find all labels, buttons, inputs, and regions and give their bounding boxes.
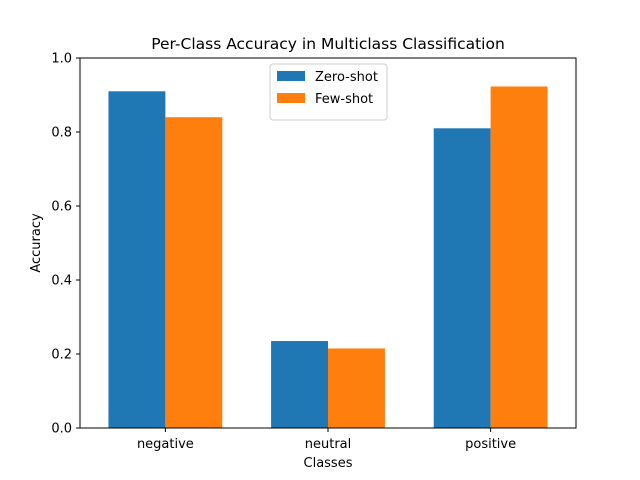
y-tick-label: 0.6 <box>51 200 72 215</box>
legend-swatch <box>277 93 305 103</box>
legend: Zero-shot Few-shot <box>269 63 388 121</box>
y-axis-label: Accuracy <box>29 213 44 273</box>
x-tick-label: negative <box>137 437 194 452</box>
y-tick-label: 1.0 <box>51 52 72 67</box>
bar-zero-shot-neutral <box>271 341 328 428</box>
y-tick-label: 0.8 <box>51 126 72 141</box>
x-tick-label: neutral <box>305 437 352 452</box>
x-axis-label: Classes <box>304 456 353 471</box>
bar-few-shot-positive <box>490 86 548 429</box>
legend-label: Few-shot <box>315 92 373 107</box>
y-axis: 0.0 0.2 0.4 0.6 0.8 1.0 <box>51 52 80 437</box>
y-tick-label: 0.0 <box>51 422 72 437</box>
legend-swatch <box>277 71 305 81</box>
y-tick-label: 0.2 <box>51 348 72 363</box>
y-tick-label: 0.4 <box>51 274 72 289</box>
bars-group <box>108 86 548 429</box>
x-axis: negative neutral positive <box>137 428 516 452</box>
chart-title: Per-Class Accuracy in Multiclass Classif… <box>151 35 505 53</box>
bar-few-shot-negative <box>165 117 223 428</box>
x-tick-label: positive <box>465 437 516 452</box>
bar-zero-shot-negative <box>108 91 166 429</box>
bar-few-shot-neutral <box>328 348 385 428</box>
legend-label: Zero-shot <box>315 70 378 85</box>
bar-zero-shot-positive <box>433 128 491 429</box>
